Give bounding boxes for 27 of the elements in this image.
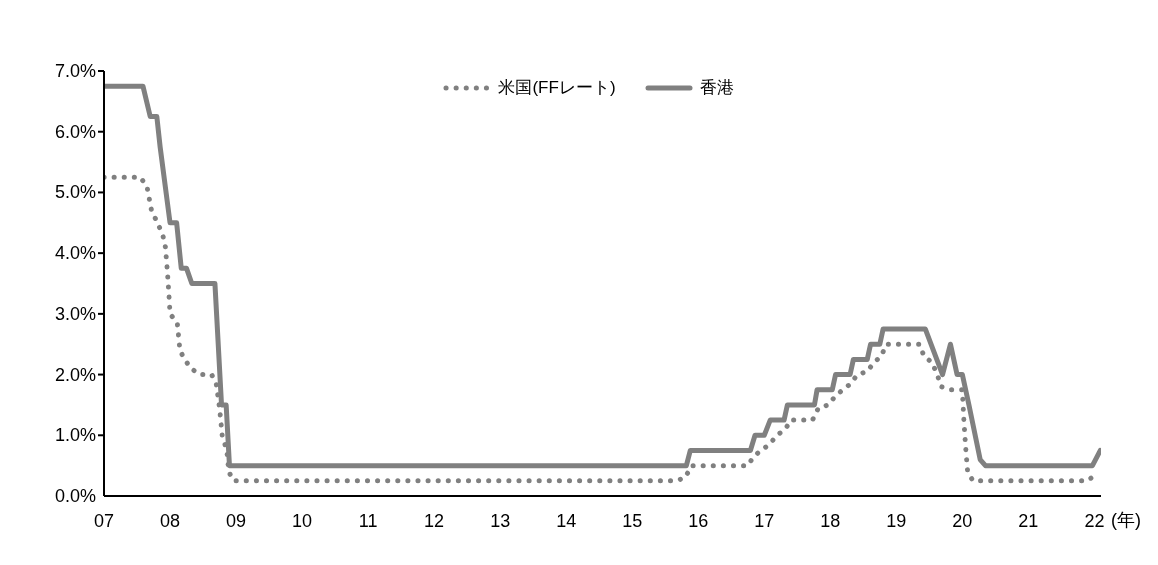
x-tick-label: 07 [93, 510, 115, 531]
x-tick-label: 18 [820, 510, 841, 531]
legend-label: 香港 [699, 77, 734, 99]
x-tick-label: 21 [1018, 510, 1039, 531]
y-tick-label: 4.0% [54, 243, 96, 264]
x-tick-label: 11 [358, 510, 378, 531]
x-tick-label: 10 [292, 510, 313, 531]
legend-label: 米国(FFレート) [498, 77, 616, 99]
x-tick-label: 08 [160, 510, 181, 531]
y-tick-label: 6.0% [54, 121, 96, 142]
x-tick-label: 13 [490, 510, 511, 531]
x-tick-label: 20 [952, 510, 973, 531]
y-tick-label: 3.0% [54, 303, 96, 324]
y-tick-label: 5.0% [54, 182, 96, 203]
y-tick-label: 2.0% [54, 364, 96, 385]
x-axis-title: (年) [1111, 510, 1141, 530]
x-tick-label: 12 [424, 510, 445, 531]
y-tick-label: 7.0% [54, 61, 96, 81]
x-tick-label: 09 [226, 510, 247, 531]
x-tick-label: 17 [754, 510, 775, 531]
x-tick-label: 19 [886, 510, 907, 531]
y-tick-label: 0.0% [54, 486, 96, 506]
x-tick-label: 14 [556, 510, 577, 531]
x-tick-label: 22 [1084, 510, 1105, 531]
y-tick-label: 1.0% [54, 425, 96, 446]
x-tick-label: 16 [688, 510, 709, 531]
x-tick-label: 15 [622, 510, 643, 531]
